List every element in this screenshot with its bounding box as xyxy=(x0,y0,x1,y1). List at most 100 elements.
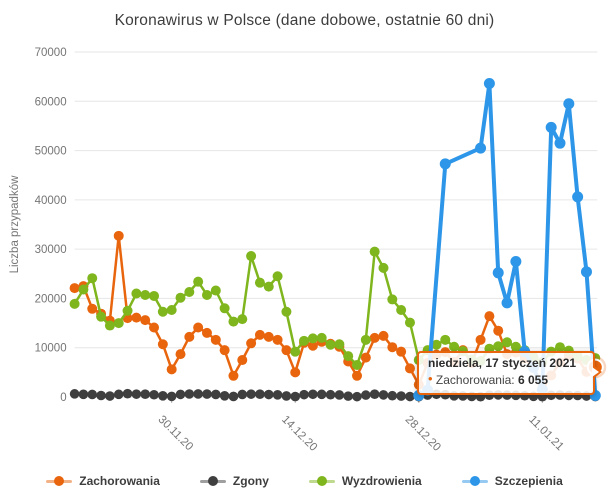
point-wyzdrowienia-22.11.2020[interactable] xyxy=(96,311,107,322)
point-zgony-2.12.2020[interactable] xyxy=(184,389,195,399)
point-szczepienia-6.01.2021[interactable] xyxy=(492,267,504,279)
point-wyzdrowienia-16.12.2020[interactable] xyxy=(307,333,318,344)
point-wyzdrowienia-15.12.2020[interactable] xyxy=(299,335,310,346)
point-wyzdrowienia-13.12.2020[interactable] xyxy=(281,306,292,317)
point-zachorowania-4.12.2020[interactable] xyxy=(201,327,212,338)
point-wyzdrowienia-7.12.2020[interactable] xyxy=(228,316,239,327)
point-zgony-8.12.2020[interactable] xyxy=(237,389,248,400)
point-wyzdrowienia-8.01.2021[interactable] xyxy=(510,341,521,352)
point-zgony-27.12.2020[interactable] xyxy=(405,391,415,402)
point-zachorowania-23.12.2020[interactable] xyxy=(369,332,380,343)
point-szczepienia-4.01.2021[interactable] xyxy=(475,142,487,154)
point-zachorowania-9.12.2020[interactable] xyxy=(246,338,257,349)
point-zachorowania-7.12.2020[interactable] xyxy=(228,370,239,381)
point-zgony-18.12.2020[interactable] xyxy=(325,389,336,400)
point-zachorowania-24.12.2020[interactable] xyxy=(378,330,389,341)
point-wyzdrowienia-22.12.2020[interactable] xyxy=(360,334,371,345)
point-wyzdrowienia-28.11.2020[interactable] xyxy=(149,290,160,301)
point-zachorowania-5.12.2020[interactable] xyxy=(210,334,221,345)
point-szczepienia-16.01.2021[interactable] xyxy=(580,266,592,278)
legend-item-wyzdrowienia[interactable]: Wyzdrowienia xyxy=(308,474,422,488)
point-zachorowania-13.12.2020[interactable] xyxy=(281,345,292,356)
point-zachorowania-6.12.2020[interactable] xyxy=(219,345,230,356)
point-zachorowania-10.12.2020[interactable] xyxy=(254,329,265,340)
point-zgony-24.11.2020[interactable] xyxy=(113,389,124,400)
point-zachorowania-16.12.2020[interactable] xyxy=(307,340,318,351)
point-zgony-12.12.2020[interactable] xyxy=(272,390,283,400)
point-zachorowania-6.01.2021[interactable] xyxy=(493,325,504,336)
point-wyzdrowienia-27.11.2020[interactable] xyxy=(140,289,151,300)
point-zgony-30.11.2020[interactable] xyxy=(166,391,177,402)
point-wyzdrowienia-30.11.2020[interactable] xyxy=(166,305,177,316)
point-wyzdrowienia-23.12.2020[interactable] xyxy=(369,246,380,257)
point-szczepienia-15.01.2021[interactable] xyxy=(572,191,584,203)
point-wyzdrowienia-3.12.2020[interactable] xyxy=(193,276,204,287)
point-zachorowania-27.11.2020[interactable] xyxy=(140,315,151,326)
point-zachorowania-28.11.2020[interactable] xyxy=(149,322,160,333)
point-wyzdrowienia-30.12.2020[interactable] xyxy=(431,339,442,350)
point-szczepienia-7.01.2021[interactable] xyxy=(501,297,513,309)
point-wyzdrowienia-12.12.2020[interactable] xyxy=(272,271,283,282)
point-zachorowania-21.12.2020[interactable] xyxy=(352,370,363,381)
point-zachorowania-3.12.2020[interactable] xyxy=(193,322,204,333)
point-zgony-23.11.2020[interactable] xyxy=(105,391,115,401)
point-wyzdrowienia-20.12.2020[interactable] xyxy=(343,351,354,362)
point-zachorowania-25.12.2020[interactable] xyxy=(387,342,398,353)
point-wyzdrowienia-29.11.2020[interactable] xyxy=(157,306,168,317)
point-wyzdrowienia-6.12.2020[interactable] xyxy=(219,303,230,314)
point-zachorowania-14.12.2020[interactable] xyxy=(290,367,301,378)
point-zgony-26.11.2020[interactable] xyxy=(131,389,142,399)
point-zgony-5.12.2020[interactable] xyxy=(211,389,221,400)
point-wyzdrowienia-13.01.2021[interactable] xyxy=(554,342,565,353)
point-wyzdrowienia-1.12.2020[interactable] xyxy=(175,292,186,303)
point-wyzdrowienia-14.12.2020[interactable] xyxy=(290,346,301,357)
point-zachorowania-26.11.2020[interactable] xyxy=(131,312,142,323)
point-szczepienia-8.01.2021[interactable] xyxy=(510,255,522,267)
point-zachorowania-1.12.2020[interactable] xyxy=(175,349,186,360)
point-zgony-14.12.2020[interactable] xyxy=(290,391,301,402)
point-wyzdrowienia-6.01.2021[interactable] xyxy=(493,341,504,352)
point-zgony-15.12.2020[interactable] xyxy=(299,389,309,400)
point-zgony-21.11.2020[interactable] xyxy=(87,389,98,400)
point-zgony-20.11.2020[interactable] xyxy=(78,389,89,400)
point-wyzdrowienia-7.01.2021[interactable] xyxy=(502,337,513,348)
point-zachorowania-12.12.2020[interactable] xyxy=(272,334,283,345)
point-wyzdrowienia-17.12.2020[interactable] xyxy=(316,332,327,343)
point-szczepienia-31.12.2020[interactable] xyxy=(439,158,451,170)
point-zachorowania-27.12.2020[interactable] xyxy=(404,363,415,374)
point-zachorowania-2.12.2020[interactable] xyxy=(184,331,195,342)
point-zgony-21.12.2020[interactable] xyxy=(352,391,362,402)
legend-item-zachorowania[interactable]: Zachorowania xyxy=(46,474,160,488)
point-wyzdrowienia-11.12.2020[interactable] xyxy=(263,281,274,292)
point-wyzdrowienia-31.12.2020[interactable] xyxy=(440,334,451,345)
point-zgony-28.11.2020[interactable] xyxy=(149,389,159,400)
point-wyzdrowienia-26.11.2020[interactable] xyxy=(131,288,142,299)
point-zgony-24.12.2020[interactable] xyxy=(378,390,389,400)
point-zgony-20.12.2020[interactable] xyxy=(343,391,353,401)
point-wyzdrowienia-26.12.2020[interactable] xyxy=(396,305,407,316)
point-zachorowania-5.01.2021[interactable] xyxy=(484,311,495,322)
point-zgony-23.12.2020[interactable] xyxy=(369,389,380,399)
point-zachorowania-24.11.2020[interactable] xyxy=(113,230,124,241)
point-zgony-10.12.2020[interactable] xyxy=(255,389,265,399)
point-zgony-4.12.2020[interactable] xyxy=(202,389,212,399)
point-zgony-29.11.2020[interactable] xyxy=(158,391,168,401)
point-wyzdrowienia-27.12.2020[interactable] xyxy=(404,317,415,328)
point-wyzdrowienia-21.12.2020[interactable] xyxy=(352,359,363,370)
point-zgony-22.12.2020[interactable] xyxy=(361,390,371,400)
point-wyzdrowienia-4.12.2020[interactable] xyxy=(201,289,212,300)
point-zgony-6.12.2020[interactable] xyxy=(219,391,230,401)
point-wyzdrowienia-2.12.2020[interactable] xyxy=(184,287,195,298)
point-zachorowania-8.12.2020[interactable] xyxy=(237,355,248,366)
point-wyzdrowienia-19.12.2020[interactable] xyxy=(334,339,345,350)
point-zachorowania-22.12.2020[interactable] xyxy=(360,352,371,363)
point-wyzdrowienia-19.11.2020[interactable] xyxy=(69,298,80,309)
point-szczepienia-14.01.2021[interactable] xyxy=(563,98,575,110)
point-zachorowania-11.12.2020[interactable] xyxy=(263,331,274,342)
point-zgony-11.12.2020[interactable] xyxy=(263,389,274,400)
point-wyzdrowienia-25.11.2020[interactable] xyxy=(122,305,133,316)
point-wyzdrowienia-10.12.2020[interactable] xyxy=(254,277,265,288)
legend-item-szczepienia[interactable]: Szczepienia xyxy=(461,474,563,488)
point-zgony-13.12.2020[interactable] xyxy=(281,391,292,401)
point-zgony-9.12.2020[interactable] xyxy=(246,389,256,399)
